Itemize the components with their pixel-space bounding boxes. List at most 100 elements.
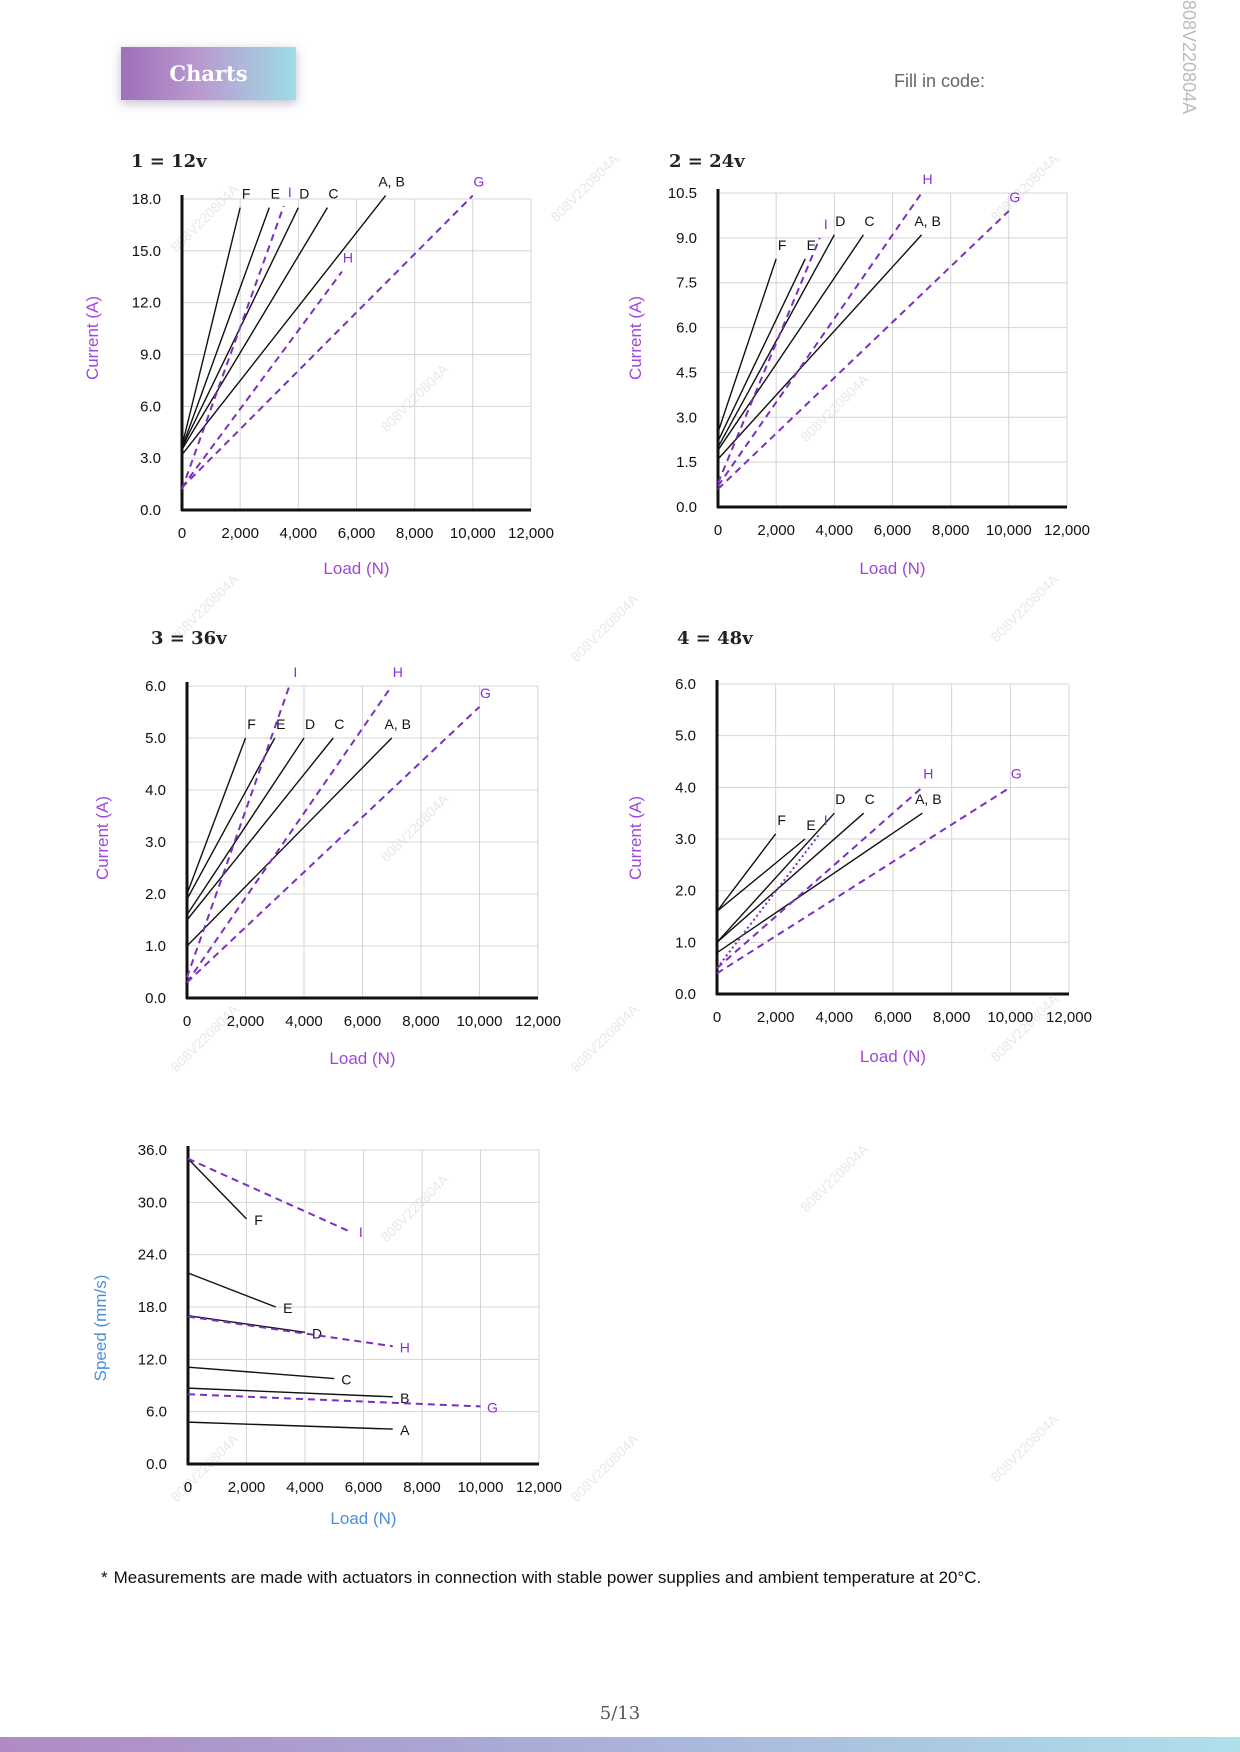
series-line-b [187,1387,393,1398]
x-axis-label: Load (N) [860,1047,926,1066]
series-label-f: F [247,716,256,732]
y-tick-label: 15.0 [132,243,161,260]
y-tick-label: 0.0 [146,1456,167,1473]
series-label-c: C [865,791,875,807]
x-tick-label: 10,000 [987,1009,1033,1026]
x-tick-label: 10,000 [457,1013,503,1030]
y-tick-label: 6.0 [140,398,161,415]
y-tick-label: 5.0 [675,728,696,745]
series-label-d: D [835,791,845,807]
series-label-g: G [1009,189,1020,205]
series-label-i: I [288,184,292,200]
y-tick-label: 0.0 [676,499,697,516]
y-tick-label: 18.0 [132,191,161,208]
series-line-f [187,1158,248,1220]
series-label-a: A [400,1422,410,1438]
series-line-c [181,207,329,450]
series-label-h: H [923,171,933,187]
series-label-h: H [923,765,933,781]
x-tick-label: 0 [184,1479,192,1496]
y-tick-label: 3.0 [675,831,696,848]
y-tick-label: 3.0 [145,834,166,851]
y-tick-label: 1.0 [675,934,696,951]
y-tick-label: 2.0 [145,886,166,903]
series-line-h [187,1315,393,1348]
series-label-ab: A, B [915,791,941,807]
x-tick-label: 4,000 [280,525,318,542]
series-line-g [186,706,481,984]
series-line-f [717,258,777,433]
y-tick-label: 24.0 [138,1247,167,1264]
series-label-c: C [328,186,338,202]
y-tick-label: 4.5 [676,364,697,381]
y-tick-label: 1.5 [676,454,697,471]
x-tick-label: 0 [178,525,186,542]
x-tick-label: 0 [714,522,722,539]
series-line-f [186,737,247,895]
y-tick-label: 3.0 [140,450,161,467]
series-label-e: E [276,716,285,732]
series-line-ab [181,195,387,456]
x-tick-label: 6,000 [874,522,912,539]
x-tick-label: 10,000 [458,1479,504,1496]
x-tick-label: 8,000 [402,1013,440,1030]
x-tick-label: 2,000 [757,522,795,539]
x-axis-label: Load (N) [330,1509,396,1528]
y-tick-label: 4.0 [675,779,696,796]
x-tick-label: 4,000 [286,1479,324,1496]
y-tick-label: 10.5 [668,185,697,202]
series-label-d: D [305,716,315,732]
series-line-i [186,685,291,978]
series-line-d [187,1315,306,1333]
series-line-i [181,205,285,490]
document-code: 808V220804A [1179,0,1199,115]
y-tick-label: 0.0 [145,990,166,1007]
x-tick-label: 4,000 [816,1009,854,1026]
page-number: 5∕13 [599,1703,641,1724]
series-label-i: I [293,664,297,680]
x-tick-label: 12,000 [508,525,554,542]
y-axis-label: Speed (mm/s) [91,1275,110,1382]
series-line-d [717,234,835,448]
series-line-f [181,207,241,447]
series-line-g [187,1393,481,1408]
series-label-h: H [393,664,403,680]
series-label-f: F [254,1212,263,1228]
x-tick-label: 12,000 [516,1479,562,1496]
x-tick-label: 10,000 [986,522,1032,539]
y-tick-label: 6.0 [675,676,696,693]
series-line-h [716,786,923,969]
series-line-c [716,812,865,943]
x-tick-label: 6,000 [338,525,376,542]
x-tick-label: 2,000 [757,1009,795,1026]
y-tick-label: 9.0 [676,230,697,247]
series-label-i: I [359,1224,363,1240]
x-tick-label: 2,000 [227,1013,265,1030]
series-label-g: G [480,685,491,701]
series-line-i [717,237,821,484]
footnote: * Measurements are made with actuators in… [101,1568,981,1588]
y-tick-label: 3.0 [676,409,697,426]
series-line-e [717,258,806,442]
series-label-d: D [312,1325,322,1341]
series-label-g: G [487,1399,498,1415]
series-label-d: D [835,213,845,229]
y-tick-label: 7.5 [676,275,697,292]
series-line-ab [716,812,923,954]
x-tick-label: 2,000 [221,525,259,542]
series-line-e [186,737,276,900]
x-tick-label: 6,000 [344,1013,382,1030]
y-tick-label: 0.0 [675,986,696,1003]
series-label-c: C [341,1372,351,1388]
x-tick-label: 2,000 [228,1479,266,1496]
x-tick-label: 12,000 [1046,1009,1092,1026]
series-label-d: D [299,186,309,202]
series-label-ab: A, B [385,716,411,732]
x-tick-label: 6,000 [874,1009,912,1026]
series-label-f: F [242,186,251,202]
y-tick-label: 9.0 [140,347,161,364]
